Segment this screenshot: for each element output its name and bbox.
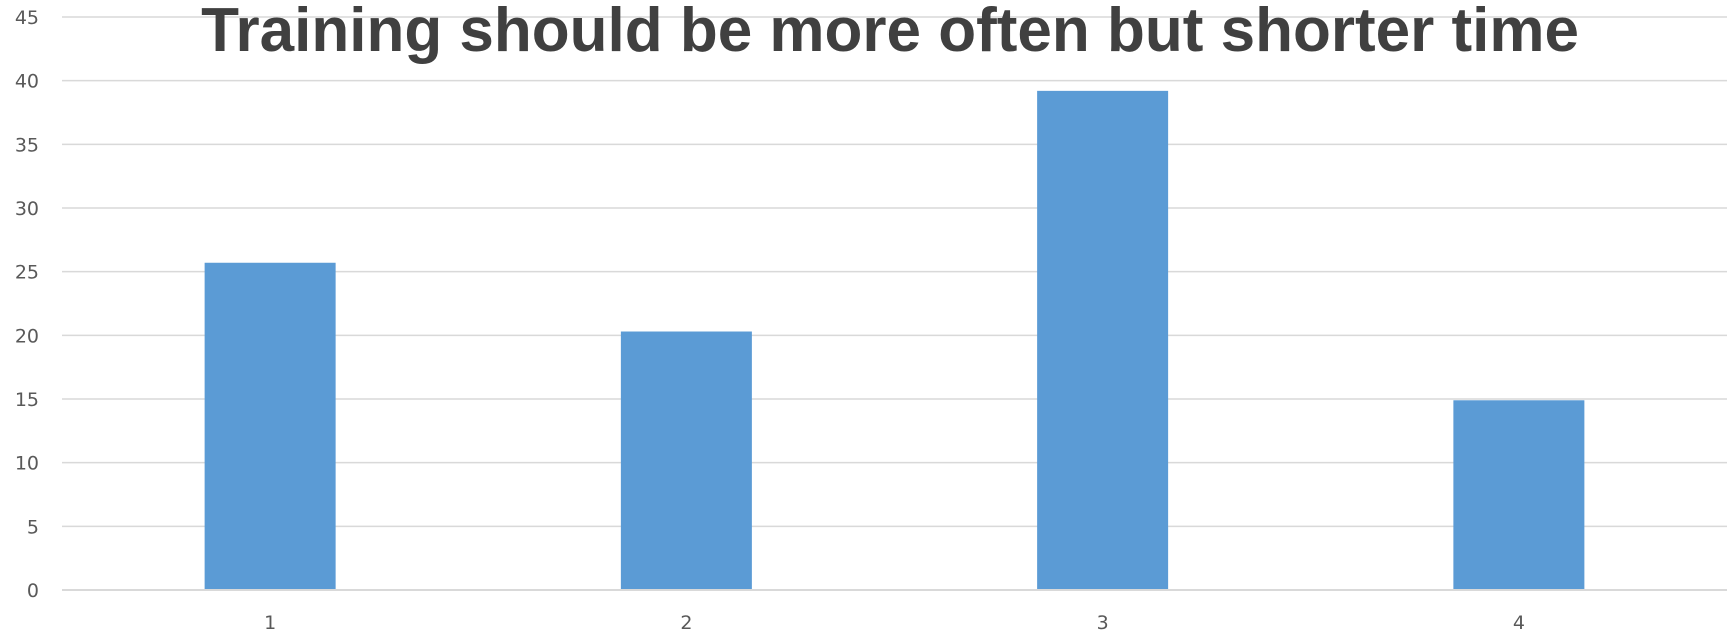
bars	[204, 90, 1585, 590]
y-tick-label: 30	[15, 198, 39, 220]
y-tick-label: 15	[15, 389, 39, 411]
x-tick-labels: 1 2 3 4	[264, 612, 1525, 631]
x-tick-label: 4	[1513, 612, 1525, 631]
x-tick-label: 3	[1097, 612, 1109, 631]
bar-1	[204, 262, 336, 590]
y-tick-label: 40	[15, 71, 39, 93]
gridlines	[62, 16, 1727, 528]
y-tick-label: 5	[27, 516, 39, 538]
y-tick-label: 35	[15, 134, 39, 156]
x-tick-label: 1	[264, 612, 276, 631]
y-tick-label: 20	[15, 325, 39, 347]
bar-2	[620, 331, 752, 590]
y-tick-label: 10	[15, 453, 39, 475]
chart-title: Training should be more often but shorte…	[201, 0, 1579, 65]
bar-3	[1037, 90, 1169, 590]
y-tick-label: 45	[15, 7, 39, 29]
y-tick-label: 0	[27, 580, 39, 602]
x-tick-label: 2	[680, 612, 692, 631]
bar-4	[1453, 400, 1585, 590]
y-tick-labels: 0 5 10 15 20 25 30 35 40 45	[15, 7, 39, 602]
y-tick-label: 25	[15, 262, 39, 284]
